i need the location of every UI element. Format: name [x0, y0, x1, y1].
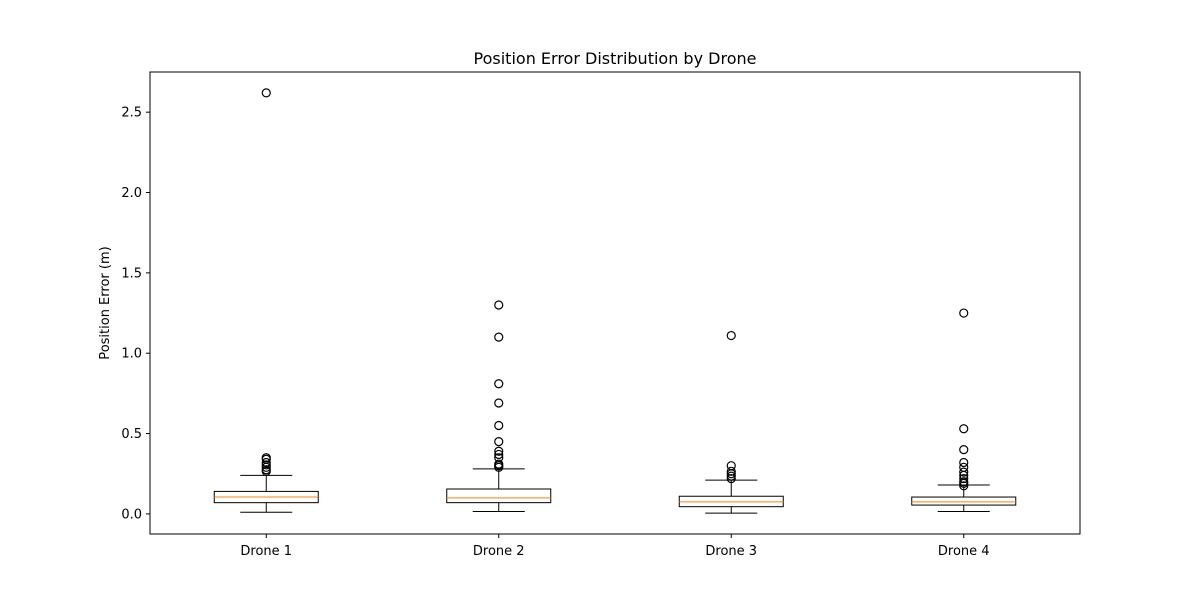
outlier-point: [959, 467, 969, 477]
y-tick-label: 1.5: [121, 266, 142, 281]
outlier-point: [494, 459, 504, 469]
outlier-point: [261, 88, 271, 98]
outlier-point: [261, 465, 271, 475]
outlier-point: [494, 398, 504, 408]
y-tick-label: 0.5: [121, 427, 142, 442]
outlier-point: [959, 457, 969, 468]
outlier-point: [959, 424, 969, 434]
outlier-point: [959, 445, 969, 455]
outlier-point: [959, 481, 969, 491]
outlier-point: [494, 449, 504, 460]
outlier-point: [494, 437, 504, 447]
box-group-4: Drone 4: [911, 308, 1017, 559]
y-tick-label: 2.0: [121, 186, 142, 201]
outlier-point: [494, 453, 504, 463]
outlier-point: [726, 473, 736, 484]
outlier-point: [494, 420, 504, 431]
box-group-2: Drone 2: [446, 300, 552, 559]
y-axis-label: Position Error (m): [98, 246, 113, 359]
x-tick-label: Drone 4: [938, 544, 990, 559]
outlier-point: [726, 471, 736, 481]
iqr-box: [911, 496, 1017, 506]
plot-frame: [149, 71, 1081, 535]
y-tick-label: 0.0: [121, 507, 142, 522]
outlier-point: [494, 379, 504, 389]
outlier-point: [261, 453, 271, 463]
chart-title: Position Error Distribution by Drone: [474, 49, 757, 68]
iqr-box: [446, 488, 552, 504]
box-group-1: Drone 1: [213, 88, 319, 559]
outlier-point: [494, 332, 504, 342]
plot-area: 0.0 0.5 1.0 1.5 2.0 2.5 Drone 1 Drone 2 Drone 3 D…: [121, 88, 1017, 559]
outlier-point: [494, 446, 504, 456]
outlier-point: [959, 473, 969, 484]
outlier-point: [726, 461, 736, 471]
outlier-point: [726, 330, 736, 341]
x-tick-label: Drone 3: [705, 544, 757, 559]
y-tick-label: 2.5: [121, 106, 142, 121]
outlier-point: [261, 457, 271, 468]
outlier-point: [959, 462, 969, 472]
outlier-point: [494, 300, 504, 310]
box-group-3: Drone 3: [678, 330, 784, 559]
y-tick-label: 1.0: [121, 347, 142, 362]
outlier-point: [959, 308, 969, 318]
x-tick-label: Drone 1: [240, 544, 292, 559]
outlier-point: [261, 460, 271, 470]
outlier-point: [959, 477, 969, 487]
x-tick-label: Drone 2: [473, 544, 525, 559]
outlier-point: [726, 466, 736, 476]
